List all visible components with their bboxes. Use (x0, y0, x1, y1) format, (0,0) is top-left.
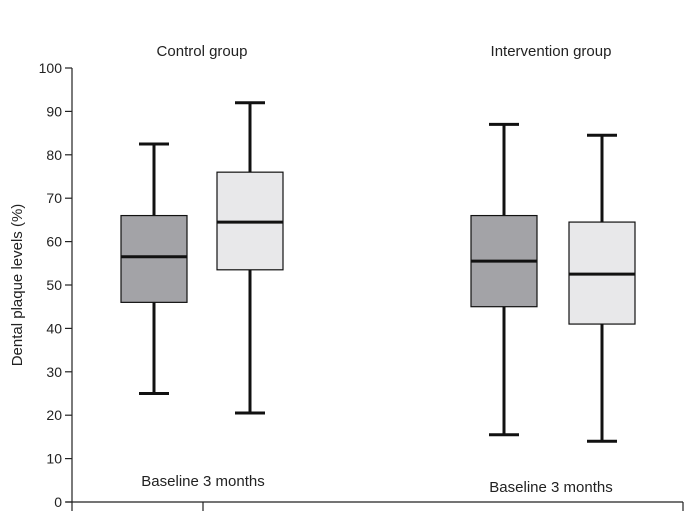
y-tick-label: 60 (46, 234, 62, 250)
intervention-group-timepoint-label: Baseline 3 months (489, 479, 612, 496)
intervention-group-title: Intervention group (491, 43, 612, 60)
y-axis-title: Dental plaque levels (%) (9, 204, 26, 367)
y-tick-label: 20 (46, 407, 62, 423)
control-group-title: Control group (157, 43, 248, 60)
y-tick-label: 0 (54, 494, 62, 510)
y-tick-label: 100 (39, 60, 63, 76)
control-group-timepoint-label: Baseline 3 months (141, 473, 264, 490)
box-layer (120, 101, 636, 443)
text-layer: Dental plaque levels (%) Control group I… (9, 43, 613, 496)
y-tick-label: 50 (46, 277, 62, 293)
y-tick-label: 70 (46, 190, 62, 206)
control-baseline-box (120, 214, 188, 303)
y-tick-label: 10 (46, 451, 62, 467)
y-tick-label: 40 (46, 320, 62, 336)
axis-layer: 0 10 20 30 40 50 60 70 80 90 100 (39, 60, 684, 511)
y-tick-label: 90 (46, 103, 62, 119)
y-tick-label: 30 (46, 364, 62, 380)
y-tick-label: 80 (46, 147, 62, 163)
